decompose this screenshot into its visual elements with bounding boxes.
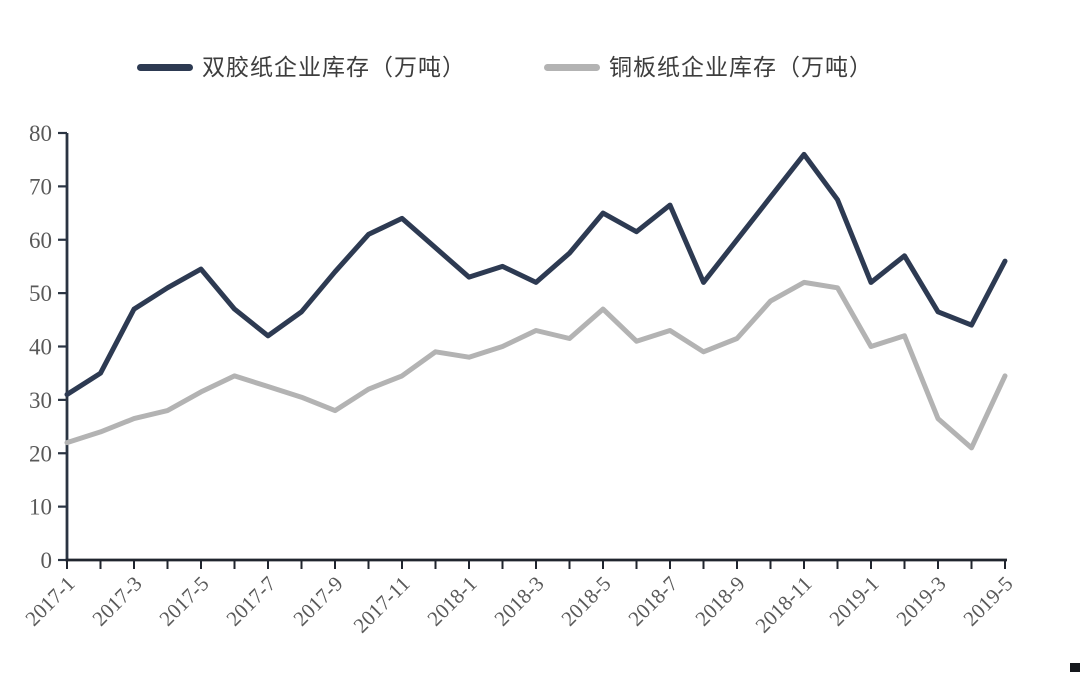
- y-tick-label: 10: [29, 495, 52, 520]
- legend-swatch-tongbanzhi-line-icon: [544, 64, 600, 71]
- x-tick-label: 2017-7: [221, 572, 280, 631]
- y-tick-label: 20: [29, 441, 52, 466]
- legend-item-tongbanzhi: 铜板纸企业库存（万吨）: [544, 56, 873, 79]
- y-tick-label: 40: [29, 335, 52, 360]
- corner-artifact: [1070, 663, 1080, 672]
- legend-label-shuangjiaozhi: 双胶纸企业库存（万吨）: [202, 55, 466, 80]
- x-tick-label: 2018-11: [751, 572, 817, 638]
- x-tick-label: 2017-9: [288, 572, 347, 631]
- x-tick-label: 2017-5: [154, 572, 213, 631]
- y-tick-label: 70: [29, 174, 52, 199]
- series-line-0: [64, 151, 1008, 397]
- x-tick-label: 2017-3: [87, 572, 146, 631]
- x-tick-label: 2019-3: [891, 572, 950, 631]
- y-tick-label: 60: [29, 228, 52, 253]
- y-tick-label: 50: [29, 281, 52, 306]
- y-tick-label: 30: [29, 388, 52, 413]
- x-tick-label: 2018-9: [690, 572, 749, 631]
- y-tick-label: 80: [29, 121, 52, 146]
- x-tick-label: 2019-1: [824, 572, 883, 631]
- legend-item-shuangjiaozhi: 双胶纸企业库存（万吨）: [137, 56, 466, 79]
- series-line-1: [64, 279, 1008, 451]
- x-tick-label: 2017-11: [349, 572, 415, 638]
- legend-swatch-shuangjiaozhi-line-icon: [137, 64, 193, 71]
- legend-label-tongbanzhi: 铜板纸企业库存（万吨）: [609, 55, 873, 80]
- y-tick-label: 0: [41, 548, 53, 573]
- x-tick-label: 2018-7: [623, 572, 682, 631]
- x-tick-label: 2017-1: [20, 572, 79, 631]
- chart-legend: 双胶纸企业库存（万吨） 铜板纸企业库存（万吨）: [137, 56, 873, 79]
- x-tick-label: 2019-5: [958, 572, 1017, 631]
- x-tick-label: 2018-5: [556, 572, 615, 631]
- x-tick-label: 2018-3: [489, 572, 548, 631]
- x-tick-label: 2018-1: [422, 572, 481, 631]
